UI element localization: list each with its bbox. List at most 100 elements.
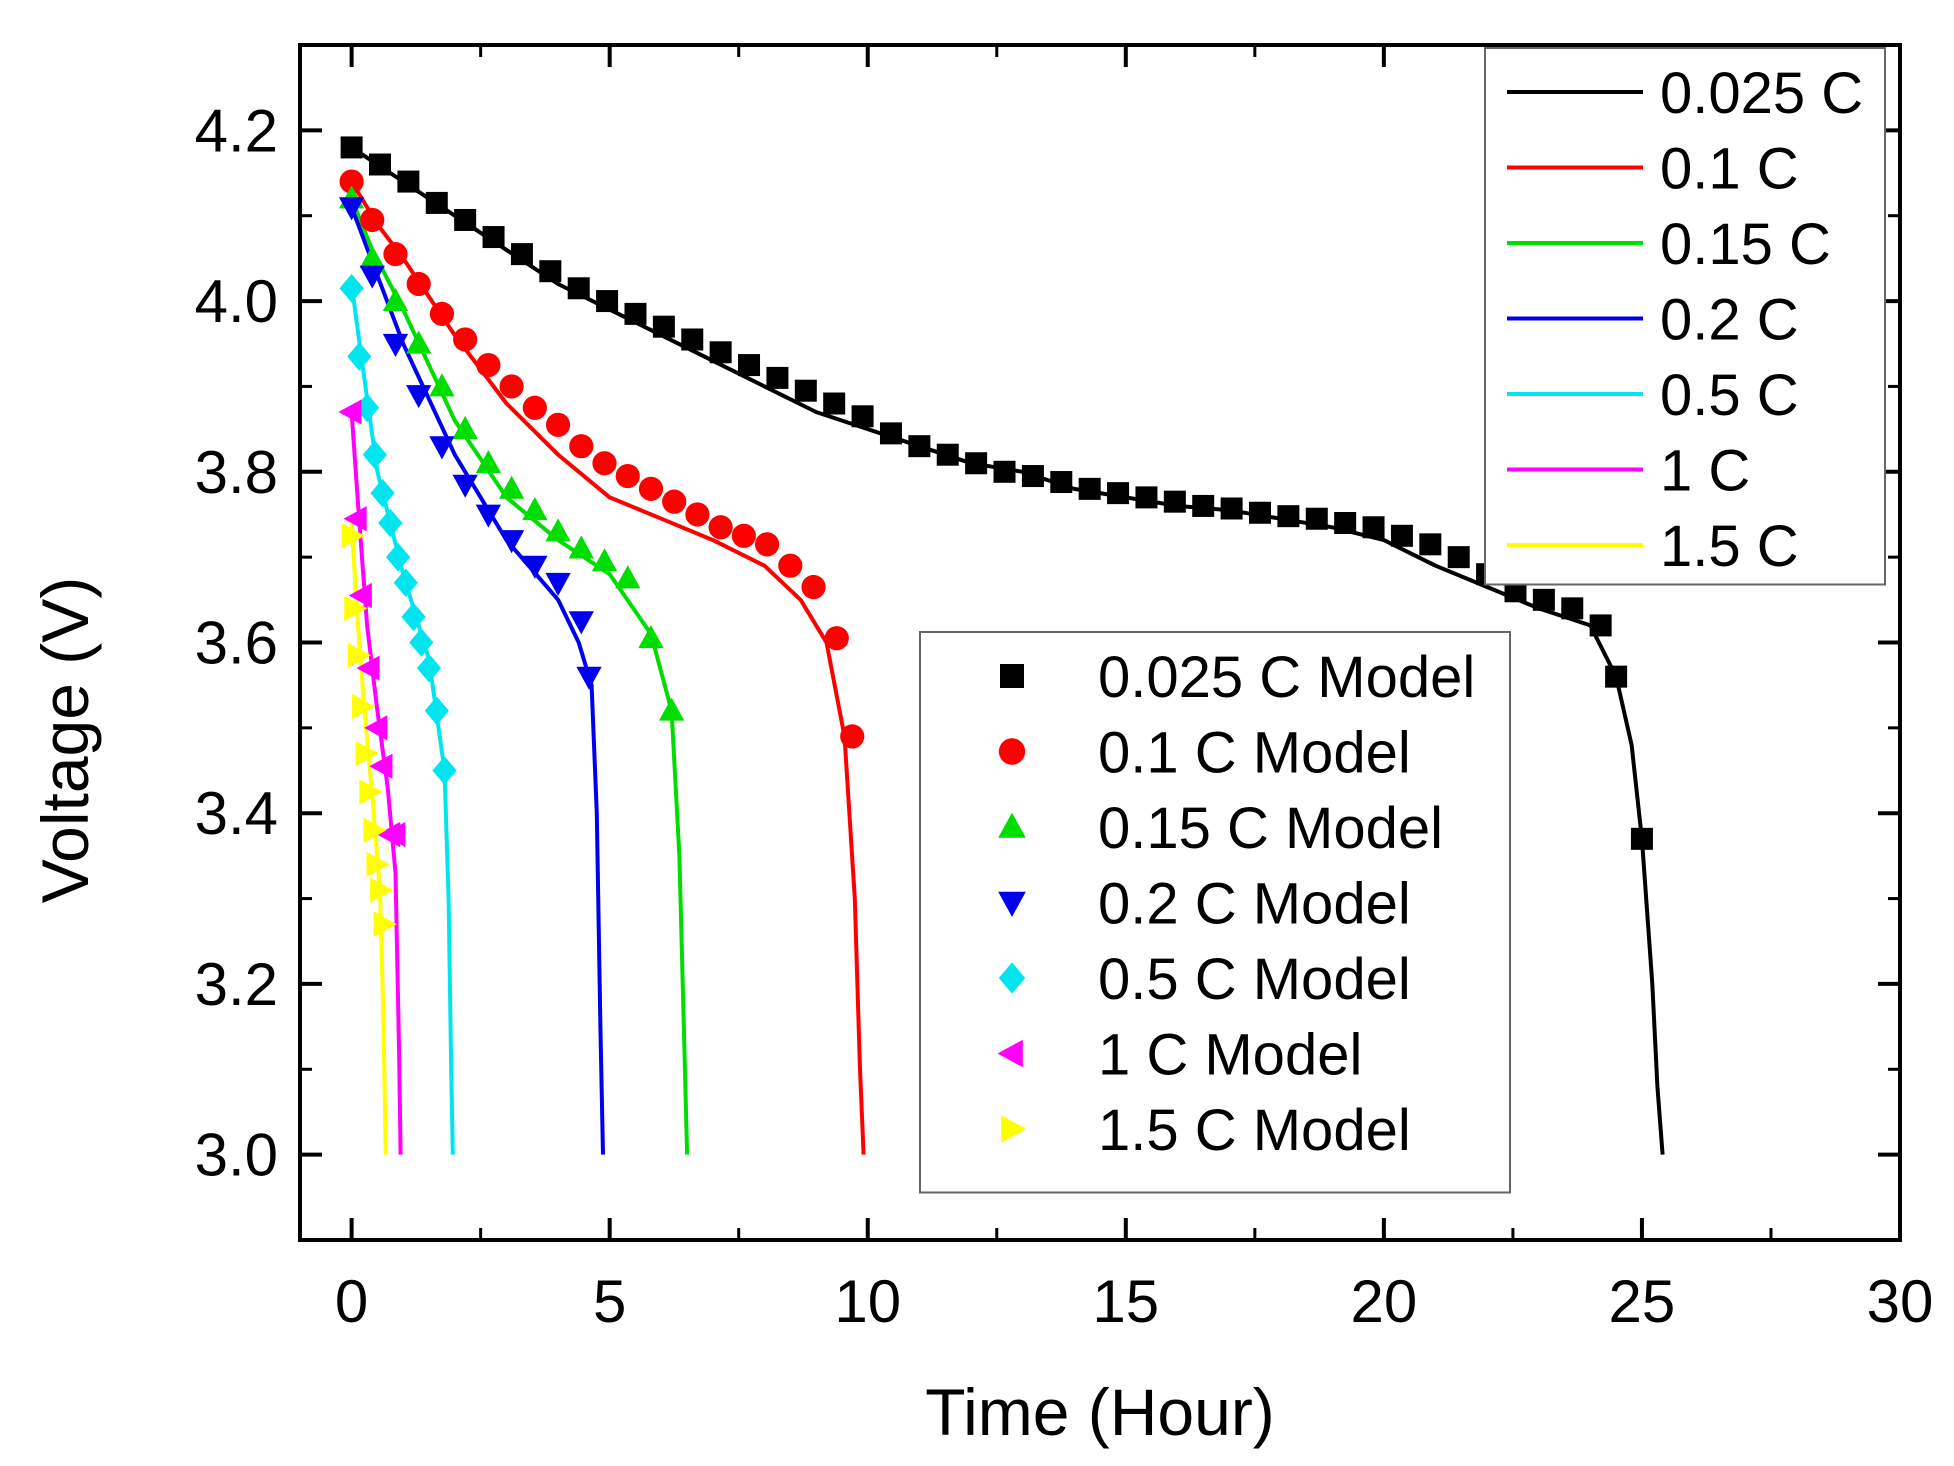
data-point-circle: [545, 412, 571, 437]
data-point-square: [936, 443, 959, 466]
data-point-square: [1605, 665, 1628, 688]
x-tick-label: 25: [1609, 1268, 1676, 1335]
legend-lines-box: [1484, 47, 1886, 586]
legend-marker-swatch: [1001, 1115, 1027, 1143]
data-point-circle: [801, 574, 826, 600]
data-point-triangle-down: [568, 611, 594, 635]
data-point-triangle-down: [545, 572, 571, 596]
data-point-square: [879, 422, 902, 445]
data-point-square: [1021, 465, 1044, 488]
y-tick-label: 3.8: [195, 439, 278, 506]
data-point-triangle-down: [359, 265, 385, 289]
data-point-triangle-down: [576, 666, 602, 690]
legend-line-label: 1.5 C: [1660, 514, 1799, 579]
data-point-circle: [406, 271, 431, 297]
data-point-circle: [383, 242, 408, 267]
y-tick-label: 3.4: [195, 780, 278, 847]
data-point-triangle-up: [591, 548, 618, 572]
data-point-triangle-right: [373, 911, 397, 937]
data-point-square: [794, 379, 817, 402]
data-point-diamond: [339, 273, 364, 303]
data-point-circle: [708, 515, 733, 540]
legend-marker-label: 0.025 C Model: [1098, 645, 1475, 710]
data-point-square: [1362, 516, 1385, 539]
data-point-diamond: [401, 602, 426, 632]
data-point-triangle-down: [498, 530, 525, 554]
data-point-circle: [522, 395, 547, 420]
legend-line-label: 0.025 C: [1660, 61, 1863, 126]
data-point-square: [851, 405, 874, 428]
data-point-square: [1561, 597, 1584, 620]
data-point-circle: [569, 434, 594, 459]
data-point-square: [908, 435, 931, 458]
data-point-triangle-down: [338, 197, 365, 221]
data-point-square: [766, 366, 789, 389]
data-point-triangle-left: [382, 821, 406, 848]
data-point-triangle-left: [338, 399, 362, 425]
legend-markers-box: [919, 631, 1511, 1194]
data-point-triangle-up: [452, 415, 478, 440]
data-point-triangle-right: [341, 523, 365, 549]
y-tick-label: 4.0: [195, 268, 278, 335]
y-tick-label: 4.2: [195, 97, 278, 164]
data-point-triangle-up: [568, 535, 594, 559]
data-point-triangle-up: [522, 496, 548, 521]
data-point-square: [738, 354, 761, 377]
data-point-square: [823, 392, 846, 415]
data-point-triangle-right: [352, 693, 376, 720]
data-point-circle: [778, 553, 803, 578]
legend-line-label: 0.2 C: [1660, 288, 1799, 353]
data-point-circle: [592, 451, 617, 476]
data-point-triangle-up: [429, 373, 455, 397]
data-point-circle: [840, 724, 865, 749]
data-point-square: [425, 191, 448, 214]
data-point-triangle-down: [522, 555, 548, 579]
data-point-triangle-up: [545, 518, 571, 542]
data-point-triangle-up: [498, 475, 525, 499]
data-point-circle: [731, 523, 756, 548]
data-point-square: [482, 226, 505, 249]
data-point-square: [1192, 494, 1215, 517]
data-point-triangle-left: [369, 753, 393, 779]
x-axis-label: Time (Hour): [925, 1375, 1275, 1449]
data-point-square: [397, 170, 420, 193]
x-tick-label: 30: [1867, 1268, 1934, 1335]
data-point-triangle-right: [344, 595, 368, 622]
data-point-square: [1078, 477, 1101, 500]
data-point-triangle-left: [348, 582, 372, 609]
series-line: [349, 180, 866, 1155]
data-point-triangle-up: [359, 245, 385, 269]
data-point-square: [539, 260, 562, 283]
legend-marker-swatch: [998, 891, 1026, 917]
data-point-diamond: [424, 696, 449, 726]
data-point-square: [1107, 482, 1130, 505]
data-point-square: [1447, 546, 1470, 569]
legend-marker-label: 0.5 C Model: [1098, 947, 1411, 1012]
legend-line-label: 1 C: [1660, 439, 1750, 504]
data-point-triangle-right: [370, 877, 394, 903]
data-point-diamond: [362, 440, 387, 470]
legend-marker-swatch: [998, 962, 1026, 994]
series-line: [349, 206, 605, 1155]
y-axis-ticks: 3.0 3.2 3.4 3.6 3.8 4.0 4.2: [195, 43, 1900, 1189]
data-point-square: [624, 302, 647, 325]
data-point-square: [340, 136, 363, 159]
data-point-square: [1220, 497, 1243, 520]
data-point-diamond: [409, 628, 434, 657]
data-point-circle: [685, 502, 710, 527]
legend-lines: 0.025 C 0.1 C 0.15 C 0.2 C 0.5 C 1 C 1.5 C: [1484, 47, 1886, 586]
legend-marker-label: 0.2 C Model: [1098, 872, 1411, 937]
x-tick-label: 20: [1350, 1268, 1417, 1335]
data-point-square: [1589, 614, 1612, 637]
legend-marker-swatch: [997, 1039, 1023, 1068]
data-point-square: [510, 243, 533, 266]
data-point-square: [965, 452, 988, 475]
data-point-triangle-up: [475, 450, 502, 474]
data-point-triangle-up: [406, 330, 432, 354]
x-tick-label: 15: [1092, 1268, 1159, 1335]
data-point-square: [1135, 486, 1158, 509]
legend-marker-swatch: [1000, 664, 1024, 688]
data-point-triangle-up: [638, 625, 664, 649]
x-tick-label: 5: [593, 1268, 626, 1335]
